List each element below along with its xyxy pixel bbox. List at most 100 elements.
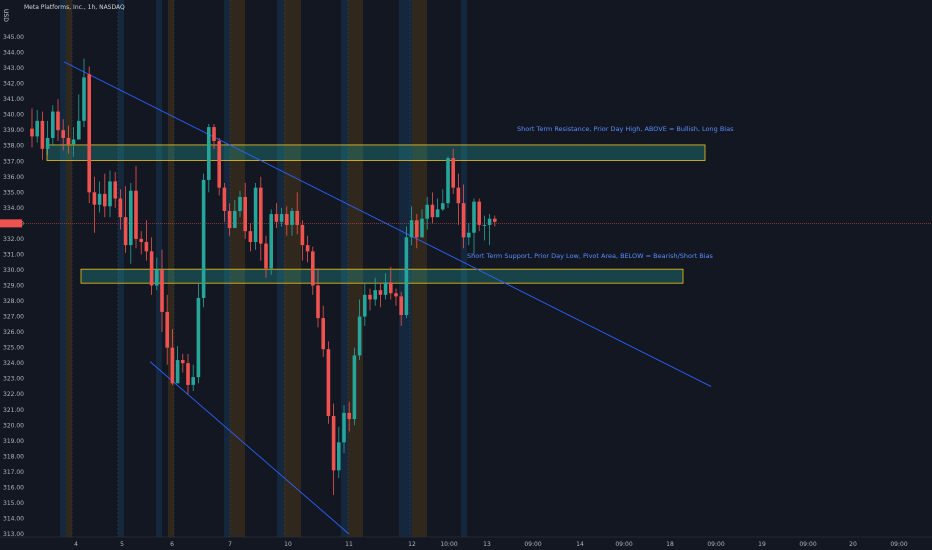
time-tick-label: 18: [666, 541, 674, 548]
candle: [441, 189, 445, 211]
candle-body: [399, 296, 403, 316]
candle-body: [285, 214, 289, 225]
candle-body: [430, 204, 435, 218]
candle: [108, 170, 112, 218]
candle: [456, 173, 461, 225]
candle-body: [378, 290, 383, 295]
candle-body: [352, 355, 357, 420]
price-axis[interactable]: 345.00 344.00 343.00 342.00 341.00 340.00 339.…: [0, 34, 24, 538]
candle: [87, 66, 91, 204]
zone-rectangles[interactable]: [46, 144, 706, 284]
candle-body: [347, 412, 351, 420]
session-band: [66, 0, 72, 537]
candle-body: [456, 187, 461, 204]
candle-body: [144, 242, 149, 252]
candle-body: [420, 218, 424, 238]
candle-body: [139, 238, 143, 243]
candle: [61, 119, 65, 151]
candle-body: [35, 120, 39, 137]
session-bands: [60, 0, 467, 537]
candle: [170, 328, 175, 385]
candle: [201, 173, 206, 308]
candle-body: [404, 237, 409, 316]
candle: [331, 403, 336, 496]
candle: [420, 209, 424, 238]
resistance-zone[interactable]: [46, 144, 706, 161]
candle: [383, 273, 388, 300]
candle-body: [451, 158, 455, 188]
candle-body: [373, 290, 377, 300]
upper-trendline[interactable]: [63, 61, 712, 387]
candle: [389, 266, 393, 300]
support-zone[interactable]: [80, 268, 684, 284]
candle-body: [71, 139, 76, 145]
candle-body: [337, 442, 341, 471]
price-tick-label: 335.00: [3, 189, 24, 196]
symbol-info: Meta Platforms, Inc., 1h, NASDAQ: [24, 4, 125, 11]
candle: [446, 156, 450, 208]
candle-body: [113, 181, 117, 199]
candle-body: [201, 179, 206, 298]
price-tick-label: 316.00: [3, 484, 24, 491]
time-tick-label: 14: [576, 541, 584, 548]
candle: [186, 353, 190, 395]
price-tick-label: 327.00: [3, 314, 24, 321]
lower-trendline[interactable]: [149, 361, 350, 535]
candle-body: [165, 311, 169, 348]
candle: [82, 58, 86, 128]
session-band: [224, 0, 230, 537]
candle: [482, 215, 487, 241]
candle: [222, 182, 227, 222]
price-tick-label: 319.00: [3, 438, 24, 445]
candle: [415, 214, 419, 249]
candle: [321, 305, 325, 357]
candle: [295, 192, 299, 235]
candle: [134, 165, 138, 249]
candle-body: [441, 203, 445, 210]
time-tick-label: 19: [758, 541, 766, 548]
time-tick-label: 09:00: [799, 541, 816, 548]
candle-body: [51, 111, 55, 138]
price-tick-label: 332.00: [3, 236, 24, 243]
candle-body: [30, 128, 34, 137]
candle-body: [103, 193, 107, 207]
candle: [51, 105, 55, 146]
time-axis[interactable]: 4 5 6 7 10 11 12 10:00 13 09:00 14 09:00 18 09:00 19 09…: [0, 536, 932, 548]
candle-body: [108, 181, 112, 207]
current-price-tag: [0, 219, 22, 228]
candle: [139, 231, 143, 255]
price-tick-label: 318.00: [3, 453, 24, 460]
candle-body: [160, 269, 164, 312]
candle-body: [295, 210, 299, 225]
candle-body: [472, 201, 476, 233]
session-band: [60, 0, 66, 537]
candle-body: [482, 224, 487, 226]
candle-body: [212, 127, 216, 142]
candle: [259, 176, 263, 261]
candle: [92, 176, 97, 233]
candle-body: [316, 285, 320, 319]
price-tick-label: 325.00: [3, 345, 24, 352]
candle-body: [493, 218, 497, 222]
price-tick-label: 315.00: [3, 500, 24, 507]
candle-body: [222, 187, 227, 211]
resistance-label: Short Term Resistance, Prior Day High, A…: [517, 125, 734, 133]
candle-body: [207, 127, 211, 180]
candle-body: [248, 231, 253, 243]
candle: [274, 203, 279, 229]
time-tick-label: 11: [345, 541, 353, 548]
candle-body: [134, 190, 138, 239]
candle-body: [123, 217, 128, 246]
candle-body: [326, 349, 331, 416]
candle: [373, 277, 377, 306]
candle: [165, 294, 169, 365]
price-tick-label: 330.00: [3, 267, 24, 274]
time-tick-label: 12: [408, 541, 416, 548]
trendlines[interactable]: [63, 61, 712, 535]
candle-body: [290, 210, 294, 225]
price-tick-label: 313.00: [3, 531, 24, 538]
candle-body: [274, 214, 279, 222]
candle: [243, 182, 247, 239]
candle: [248, 223, 253, 252]
